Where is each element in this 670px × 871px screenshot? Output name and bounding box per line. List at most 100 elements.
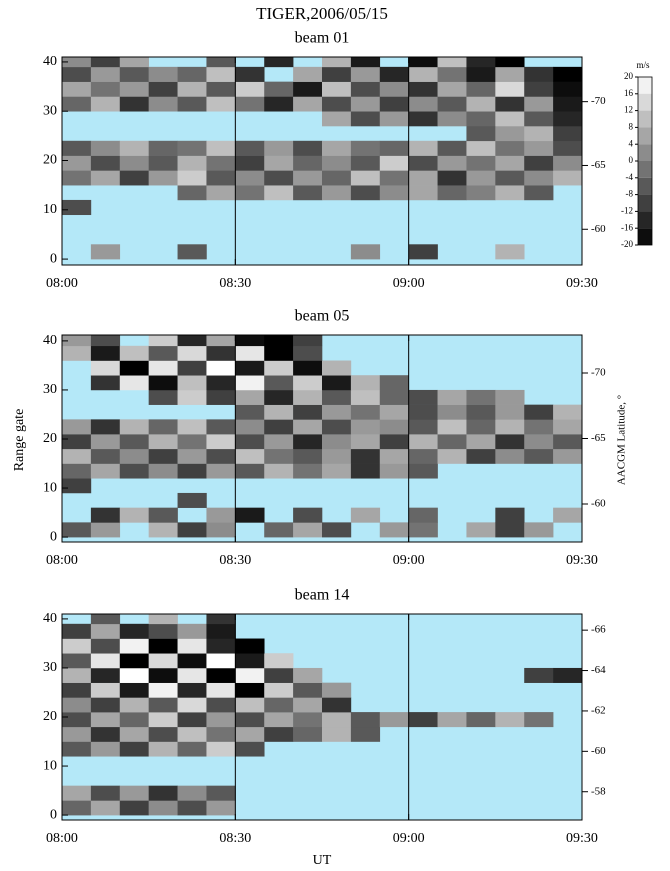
cell — [553, 66, 583, 82]
cell — [235, 155, 265, 171]
cell — [177, 638, 207, 654]
panel-title: beam 05 — [295, 308, 350, 325]
cell — [495, 57, 525, 68]
cell — [90, 614, 121, 625]
cell — [62, 57, 92, 68]
cell — [148, 726, 178, 742]
cell — [350, 140, 381, 156]
cell — [148, 96, 178, 112]
cell — [495, 126, 525, 142]
cell — [177, 345, 207, 361]
cell — [350, 404, 381, 420]
cell — [177, 155, 207, 171]
cell — [293, 81, 323, 97]
cell — [322, 419, 352, 435]
cell — [264, 57, 294, 68]
cell — [466, 140, 496, 156]
cell — [293, 419, 323, 435]
cell — [177, 726, 207, 742]
cell — [148, 81, 178, 97]
cell — [293, 448, 323, 464]
colorbar-segment — [638, 93, 652, 111]
cell — [524, 81, 554, 97]
cell — [264, 434, 294, 450]
cell — [62, 463, 92, 479]
cell — [379, 448, 409, 464]
figure-title: TIGER,2006/05/15 — [256, 4, 388, 23]
cell — [437, 389, 467, 405]
y2-tick-label: -62 — [591, 704, 606, 716]
cell — [466, 712, 496, 728]
cell — [148, 463, 178, 479]
cell — [119, 741, 149, 757]
cell — [466, 57, 496, 68]
colorbar-tick-label: 20 — [624, 71, 634, 81]
cell — [235, 682, 265, 698]
y-tick-label: 40 — [43, 54, 57, 69]
cell — [408, 419, 438, 435]
cell — [553, 126, 583, 142]
cell — [264, 463, 294, 479]
cell — [206, 638, 236, 654]
cell — [119, 463, 149, 479]
cell — [119, 170, 149, 186]
cell — [148, 712, 178, 728]
cell — [90, 522, 121, 538]
cell — [350, 448, 381, 464]
cell — [119, 623, 149, 639]
y-tick-label: 40 — [43, 333, 57, 348]
cell — [235, 170, 265, 186]
cell — [264, 726, 294, 742]
cell — [293, 697, 323, 713]
cell — [206, 345, 236, 361]
cell — [408, 155, 438, 171]
cell — [350, 96, 381, 112]
cell — [350, 726, 381, 742]
cell — [148, 375, 178, 391]
cell — [177, 785, 207, 801]
cell — [90, 375, 121, 391]
cell — [293, 170, 323, 186]
cell — [62, 623, 92, 639]
cell — [119, 96, 149, 112]
cell — [177, 800, 207, 816]
cell — [62, 81, 92, 97]
cell — [350, 507, 381, 523]
colorbar-segment — [638, 211, 652, 229]
cell — [408, 507, 438, 523]
cell — [322, 389, 352, 405]
cell — [293, 463, 323, 479]
cell — [293, 96, 323, 112]
cell — [148, 697, 178, 713]
cell — [206, 66, 236, 82]
cell — [408, 81, 438, 97]
cell — [90, 800, 121, 816]
colorbar-tick-label: 12 — [624, 105, 633, 115]
cell — [62, 697, 92, 713]
cell — [177, 682, 207, 698]
cell — [177, 492, 207, 508]
cell — [495, 434, 525, 450]
cell — [177, 653, 207, 669]
colorbar-tick-label: -20 — [621, 239, 633, 249]
cell — [235, 434, 265, 450]
cell — [322, 140, 352, 156]
cell — [206, 800, 236, 816]
colorbar-segment — [638, 161, 652, 178]
y-tick-label: 40 — [43, 611, 57, 626]
cell — [206, 682, 236, 698]
cell — [235, 638, 265, 654]
cell — [119, 57, 149, 68]
cell — [293, 682, 323, 698]
cell — [466, 170, 496, 186]
cell — [177, 81, 207, 97]
cell — [90, 345, 121, 361]
cell — [466, 81, 496, 97]
cell — [437, 81, 467, 97]
y-axis-label: Range gate — [12, 409, 27, 472]
cell — [379, 140, 409, 156]
cell — [264, 712, 294, 728]
cell — [495, 66, 525, 82]
cell — [62, 434, 92, 450]
cell — [148, 682, 178, 698]
